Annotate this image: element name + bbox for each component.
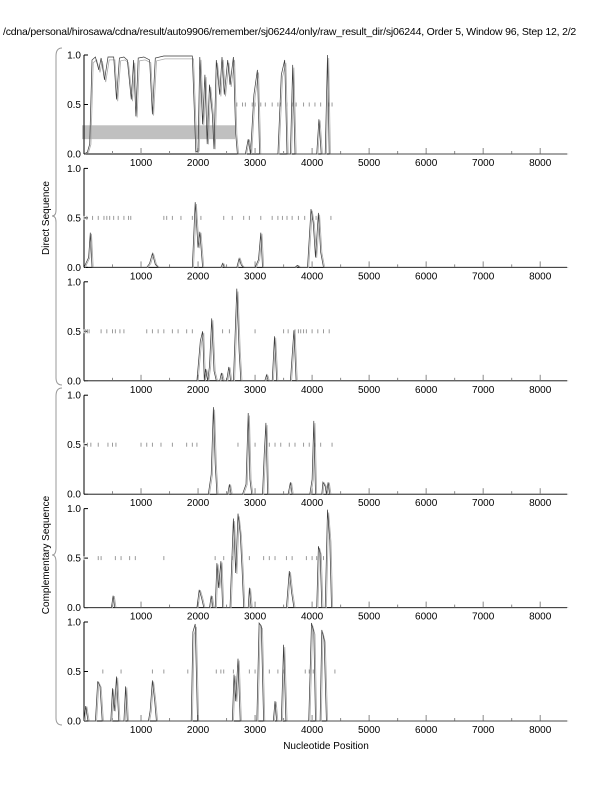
x-tick-label: 1000	[130, 385, 153, 396]
x-tick-label: 3000	[244, 498, 267, 509]
x-tick-label: 6000	[415, 271, 438, 282]
x-tick-label: 7000	[472, 385, 495, 396]
series-line-gray	[84, 203, 569, 268]
x-tick-label: 6000	[415, 158, 438, 169]
x-tick-label: 4000	[301, 612, 324, 623]
series-line-gray	[85, 291, 569, 382]
series-line	[84, 407, 567, 495]
x-tick-label: 5000	[358, 271, 381, 282]
y-tick-label: 1.0	[67, 277, 81, 288]
series-line-gray	[84, 624, 569, 722]
x-tick-label: 3000	[244, 158, 267, 169]
series-line-gray	[85, 409, 569, 495]
y-tick-label: 0.5	[67, 667, 81, 678]
x-tick-label: 5000	[358, 158, 381, 169]
y-tick-label: 0.0	[67, 603, 81, 614]
x-tick-label: 4000	[301, 498, 324, 509]
panel-6: 0.0 0.5 1.0 1000 2000 3000 4000 5000 6000 7000 800…	[67, 618, 569, 736]
y-tick-label: 1.0	[67, 164, 81, 175]
y-tick-label: 0.0	[67, 717, 81, 728]
series-line	[83, 202, 567, 268]
x-tick-label: 6000	[415, 612, 438, 623]
x-tick-label: 2000	[187, 498, 210, 509]
x-tick-label: 2000	[187, 612, 210, 623]
y-tick-label: 1.0	[67, 618, 81, 629]
x-tick-label: 6000	[415, 385, 438, 396]
x-tick-label: 7000	[472, 158, 495, 169]
x-tick-label: 4000	[301, 725, 324, 736]
series-line	[83, 621, 567, 722]
panel-1: 0.0 0.5 1.0 1000 2000 3000 4000 5000 6000 7000 800…	[67, 51, 569, 169]
x-tick-label: 5000	[358, 385, 381, 396]
x-tick-label: 3000	[244, 271, 267, 282]
series-line-gray	[85, 512, 569, 608]
y-tick-label: 0.5	[67, 327, 81, 338]
x-tick-label: 4000	[301, 158, 324, 169]
x-tick-label: 2000	[187, 158, 210, 169]
panel-4: 0.0 0.5 1.0 1000 2000 3000 4000 5000 6000 7000 800…	[67, 391, 569, 509]
x-tick-label: 3000	[244, 612, 267, 623]
highlight-band	[82, 125, 236, 140]
y-tick-label: 1.0	[67, 51, 81, 62]
group-label-complementary: Complementary Sequence	[41, 495, 52, 614]
x-tick-label: 8000	[529, 385, 552, 396]
x-tick-label: 6000	[415, 498, 438, 509]
y-tick-label: 0.0	[67, 376, 81, 387]
direct-brace	[51, 47, 63, 386]
y-tick-label: 1.0	[67, 504, 81, 515]
panel-5: 0.0 0.5 1.0 1000 2000 3000 4000 5000 6000 7000 800…	[67, 504, 569, 623]
y-tick-label: 0.5	[67, 440, 81, 451]
panel-3: 0.0 0.5 1.0 1000 2000 3000 4000 5000 6000 7000 800…	[67, 277, 569, 396]
x-tick-label: 3000	[244, 385, 267, 396]
y-tick-label: 0.5	[67, 213, 81, 224]
x-tick-label: 4000	[301, 271, 324, 282]
x-tick-label: 6000	[415, 725, 438, 736]
x-tick-label: 1000	[130, 158, 153, 169]
x-tick-label: 8000	[529, 612, 552, 623]
x-tick-label: 5000	[358, 612, 381, 623]
y-tick-label: 1.0	[67, 391, 81, 402]
x-tick-label: 8000	[529, 158, 552, 169]
x-tick-label: 2000	[187, 271, 210, 282]
x-tick-label: 1000	[130, 271, 153, 282]
group-label-direct: Direct Sequence	[41, 181, 52, 255]
x-tick-label: 7000	[472, 498, 495, 509]
chart-title: /cdna/personal/hirosawa/cdna/result/auto…	[3, 26, 577, 38]
x-tick-label: 8000	[529, 498, 552, 509]
complementary-brace	[51, 387, 63, 726]
x-tick-label: 8000	[529, 725, 552, 736]
series-line	[83, 54, 567, 155]
series-line	[84, 288, 567, 382]
x-tick-label: 3000	[244, 725, 267, 736]
x-tick-label: 1000	[130, 725, 153, 736]
series-line-gray	[85, 57, 569, 155]
y-tick-label: 0.0	[67, 150, 81, 161]
y-tick-label: 0.0	[67, 263, 81, 274]
x-tick-label: 2000	[187, 385, 210, 396]
x-tick-label: 4000	[301, 385, 324, 396]
series-line	[84, 509, 567, 608]
x-tick-label: 7000	[472, 612, 495, 623]
x-tick-label: 7000	[472, 271, 495, 282]
y-tick-label: 0.0	[67, 490, 81, 501]
x-tick-label: 5000	[358, 725, 381, 736]
x-tick-label: 1000	[130, 498, 153, 509]
x-tick-label: 8000	[529, 271, 552, 282]
y-tick-label: 0.5	[67, 554, 81, 565]
x-axis-label: Nucleotide Position	[283, 741, 369, 752]
y-tick-label: 0.5	[67, 100, 81, 111]
x-tick-label: 7000	[472, 725, 495, 736]
x-tick-label: 5000	[358, 498, 381, 509]
x-tick-label: 1000	[130, 612, 153, 623]
x-tick-label: 2000	[187, 725, 210, 736]
panel-2: 0.0 0.5 1.0 1000 2000 3000 4000 5000 6000 7000 800…	[67, 164, 569, 282]
